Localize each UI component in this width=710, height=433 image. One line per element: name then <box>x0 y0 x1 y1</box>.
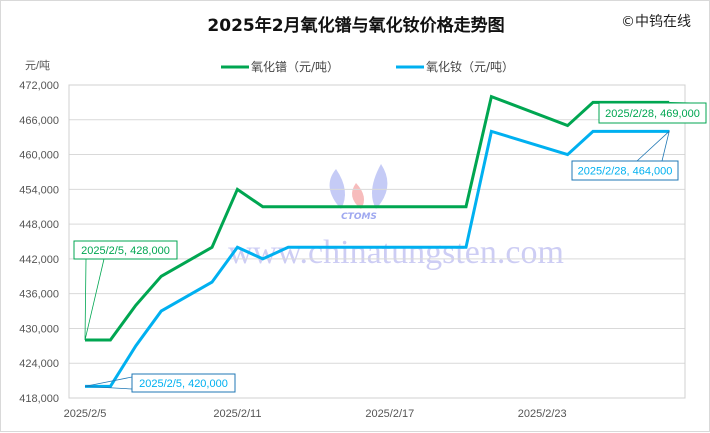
watermark-logo-text: CTOMS <box>341 212 377 222</box>
data-point <box>465 206 467 208</box>
y-tick-label: 448,000 <box>19 219 59 231</box>
data-point <box>312 206 314 208</box>
chart-title: 2025年2月氧化镨与氧化钕价格走势图 <box>207 16 505 36</box>
data-point <box>592 130 594 132</box>
data-point <box>236 188 238 190</box>
y-tick-label: 418,000 <box>19 393 59 405</box>
data-point <box>160 275 162 277</box>
legend-label-0: 氧化镨（元/吨） <box>251 59 339 74</box>
data-point <box>109 339 111 341</box>
watermark-url: www.chinatungsten.com <box>228 234 564 271</box>
data-point <box>566 153 568 155</box>
x-tick-label: 2025/2/5 <box>64 408 107 420</box>
y-tick-label: 424,000 <box>19 358 59 370</box>
y-tick-label: 454,000 <box>19 184 59 196</box>
data-point <box>490 95 492 97</box>
annotation-leader <box>84 376 133 390</box>
data-point <box>389 206 391 208</box>
annotation-box <box>131 373 236 393</box>
data-point <box>262 206 264 208</box>
data-point <box>262 258 264 260</box>
y-tick-label: 466,000 <box>19 115 59 127</box>
data-point <box>592 101 594 103</box>
data-point <box>465 246 467 248</box>
data-point <box>211 246 213 248</box>
y-tick-label: 472,000 <box>19 80 59 92</box>
data-point <box>414 206 416 208</box>
annotation-label: 2025/2/5, 428,000 <box>81 245 170 257</box>
annotation-box <box>73 240 178 260</box>
data-point <box>211 281 213 283</box>
data-point <box>135 345 137 347</box>
annotation-label: 2025/2/5, 420,000 <box>139 378 228 390</box>
data-point <box>287 206 289 208</box>
annotation-label: 2025/2/28, 464,000 <box>578 166 673 178</box>
annotation-leader <box>84 258 105 341</box>
watermark-logo-icon <box>352 183 365 209</box>
data-point <box>389 246 391 248</box>
data-point <box>287 246 289 248</box>
data-point <box>414 246 416 248</box>
series-line-1 <box>85 129 670 388</box>
data-point <box>439 246 441 248</box>
copyright-text: ©中钨在线 <box>621 14 691 30</box>
data-point <box>643 130 645 132</box>
data-point <box>109 385 111 387</box>
data-point <box>236 246 238 248</box>
data-point <box>617 130 619 132</box>
annotation-box <box>571 160 679 181</box>
annotation-label: 2025/2/28, 469,000 <box>605 108 700 120</box>
data-point <box>160 310 162 312</box>
y-tick-label: 436,000 <box>19 289 59 301</box>
data-point <box>566 124 568 126</box>
data-point <box>135 304 137 306</box>
data-point <box>312 246 314 248</box>
annotation-leader <box>636 130 670 162</box>
x-tick-label: 2025/2/11 <box>213 408 261 420</box>
annotation-box <box>598 102 707 124</box>
watermark-logo-icon <box>372 164 388 209</box>
y-tick-label: 430,000 <box>19 323 59 335</box>
series-line-0 <box>85 94 670 342</box>
plot-area <box>68 84 686 399</box>
x-tick-label: 2025/2/17 <box>365 408 414 420</box>
data-point <box>439 206 441 208</box>
data-point <box>490 130 492 132</box>
x-tick-label: 2025/2/23 <box>518 408 567 420</box>
y-tick-label: 442,000 <box>19 254 59 266</box>
y-tick-label: 460,000 <box>19 150 59 162</box>
y-axis-unit: 元/吨 <box>25 59 50 72</box>
legend-label-1: 氧化钕（元/吨） <box>426 59 514 74</box>
